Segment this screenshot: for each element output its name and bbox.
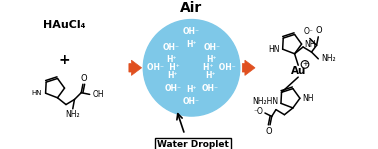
Polygon shape [129, 60, 142, 75]
Text: H⁺: H⁺ [168, 72, 178, 80]
Text: H⁺: H⁺ [166, 55, 177, 64]
Text: O: O [266, 127, 273, 136]
Text: +: + [59, 53, 70, 67]
Text: HN: HN [32, 90, 42, 96]
Text: ⁻O: ⁻O [253, 107, 263, 116]
Text: OH⁻: OH⁻ [202, 84, 218, 93]
Text: H⁺: H⁺ [186, 85, 197, 94]
Text: H⁺: H⁺ [207, 55, 217, 64]
Text: NH₂: NH₂ [321, 54, 335, 63]
Text: O: O [316, 26, 322, 35]
Text: NH₂HN: NH₂HN [252, 97, 279, 106]
Text: NH₂: NH₂ [65, 110, 80, 119]
Text: OH⁻  H⁺: OH⁻ H⁺ [147, 63, 180, 72]
Text: OH: OH [92, 90, 104, 99]
Text: Au: Au [291, 66, 306, 76]
Text: H⁺: H⁺ [186, 40, 197, 49]
Polygon shape [242, 60, 255, 75]
Text: H⁺: H⁺ [205, 72, 215, 80]
Text: Water Droplet: Water Droplet [157, 140, 229, 149]
Text: OH⁻: OH⁻ [203, 43, 220, 52]
Circle shape [143, 20, 240, 116]
Text: NH: NH [302, 94, 314, 103]
Text: NH: NH [304, 40, 316, 49]
Text: O: O [81, 74, 87, 83]
Text: Air: Air [180, 1, 203, 15]
Text: OH⁻: OH⁻ [164, 84, 181, 93]
Text: O⁻: O⁻ [303, 27, 313, 36]
Text: OH⁻: OH⁻ [183, 97, 200, 106]
Text: OH⁻: OH⁻ [183, 27, 200, 37]
Text: H⁺  OH⁻: H⁺ OH⁻ [203, 63, 236, 72]
Text: HAuCl₄: HAuCl₄ [43, 20, 86, 30]
Text: OH⁻: OH⁻ [163, 43, 180, 52]
Text: HN: HN [269, 45, 280, 54]
Text: +: + [302, 61, 308, 67]
